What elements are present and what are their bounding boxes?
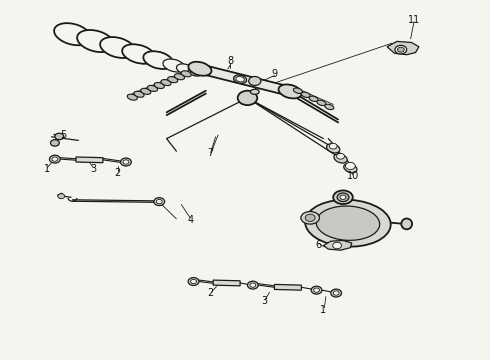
Text: 9: 9 <box>271 69 277 79</box>
Circle shape <box>397 47 404 52</box>
Circle shape <box>314 288 319 292</box>
Circle shape <box>250 283 256 287</box>
Polygon shape <box>387 41 419 55</box>
Polygon shape <box>274 284 301 290</box>
Ellipse shape <box>236 77 245 82</box>
Ellipse shape <box>77 30 114 52</box>
Ellipse shape <box>54 23 91 45</box>
Circle shape <box>49 155 60 163</box>
Circle shape <box>55 133 64 140</box>
Ellipse shape <box>317 100 326 105</box>
Circle shape <box>52 157 58 161</box>
Circle shape <box>247 281 258 289</box>
Ellipse shape <box>316 206 380 240</box>
Ellipse shape <box>122 44 155 64</box>
Text: 11: 11 <box>408 15 420 25</box>
Ellipse shape <box>174 74 185 80</box>
Ellipse shape <box>325 104 334 110</box>
Ellipse shape <box>163 59 185 72</box>
Circle shape <box>329 143 337 149</box>
Circle shape <box>238 91 257 105</box>
Circle shape <box>333 242 342 249</box>
Ellipse shape <box>327 144 340 153</box>
Polygon shape <box>323 240 352 250</box>
Circle shape <box>345 162 355 170</box>
Ellipse shape <box>141 88 151 94</box>
Text: 3: 3 <box>90 164 96 174</box>
Polygon shape <box>213 280 240 286</box>
Ellipse shape <box>249 77 261 86</box>
Ellipse shape <box>344 163 357 173</box>
Text: 8: 8 <box>227 56 233 66</box>
Ellipse shape <box>188 62 212 76</box>
Circle shape <box>331 289 342 297</box>
Circle shape <box>337 153 344 159</box>
Ellipse shape <box>334 154 347 163</box>
Ellipse shape <box>147 85 158 91</box>
Text: 10: 10 <box>346 171 359 181</box>
Ellipse shape <box>161 80 171 86</box>
Ellipse shape <box>176 64 194 75</box>
Circle shape <box>340 195 346 199</box>
Circle shape <box>123 160 129 164</box>
Ellipse shape <box>234 75 246 84</box>
Circle shape <box>333 291 339 295</box>
Circle shape <box>311 286 322 294</box>
Ellipse shape <box>401 219 412 229</box>
Ellipse shape <box>333 190 353 204</box>
Text: 2: 2 <box>208 288 214 298</box>
Circle shape <box>337 193 349 202</box>
Circle shape <box>191 279 196 284</box>
Text: 4: 4 <box>188 215 194 225</box>
Ellipse shape <box>301 211 319 224</box>
Ellipse shape <box>301 92 310 98</box>
Text: 7: 7 <box>208 148 214 158</box>
Circle shape <box>121 158 131 166</box>
Text: 5: 5 <box>61 130 67 140</box>
Circle shape <box>188 278 199 285</box>
Text: 3: 3 <box>262 296 268 306</box>
Circle shape <box>154 198 165 206</box>
Ellipse shape <box>154 82 164 89</box>
Circle shape <box>305 214 315 221</box>
Circle shape <box>156 199 162 204</box>
Ellipse shape <box>127 94 137 100</box>
Text: 6: 6 <box>316 240 321 250</box>
Circle shape <box>58 194 65 199</box>
Polygon shape <box>194 66 296 95</box>
Text: 1: 1 <box>320 305 326 315</box>
Ellipse shape <box>144 51 173 69</box>
Ellipse shape <box>309 96 318 102</box>
Polygon shape <box>76 157 103 163</box>
Circle shape <box>395 45 407 54</box>
Text: 1: 1 <box>44 164 49 174</box>
Ellipse shape <box>134 91 144 97</box>
Ellipse shape <box>100 37 135 58</box>
Text: 2: 2 <box>115 168 121 178</box>
Ellipse shape <box>250 89 259 94</box>
Ellipse shape <box>188 68 202 76</box>
Ellipse shape <box>278 85 302 98</box>
Ellipse shape <box>168 77 178 83</box>
Ellipse shape <box>294 88 302 94</box>
Ellipse shape <box>305 200 391 247</box>
Ellipse shape <box>181 71 191 77</box>
Circle shape <box>50 140 59 146</box>
